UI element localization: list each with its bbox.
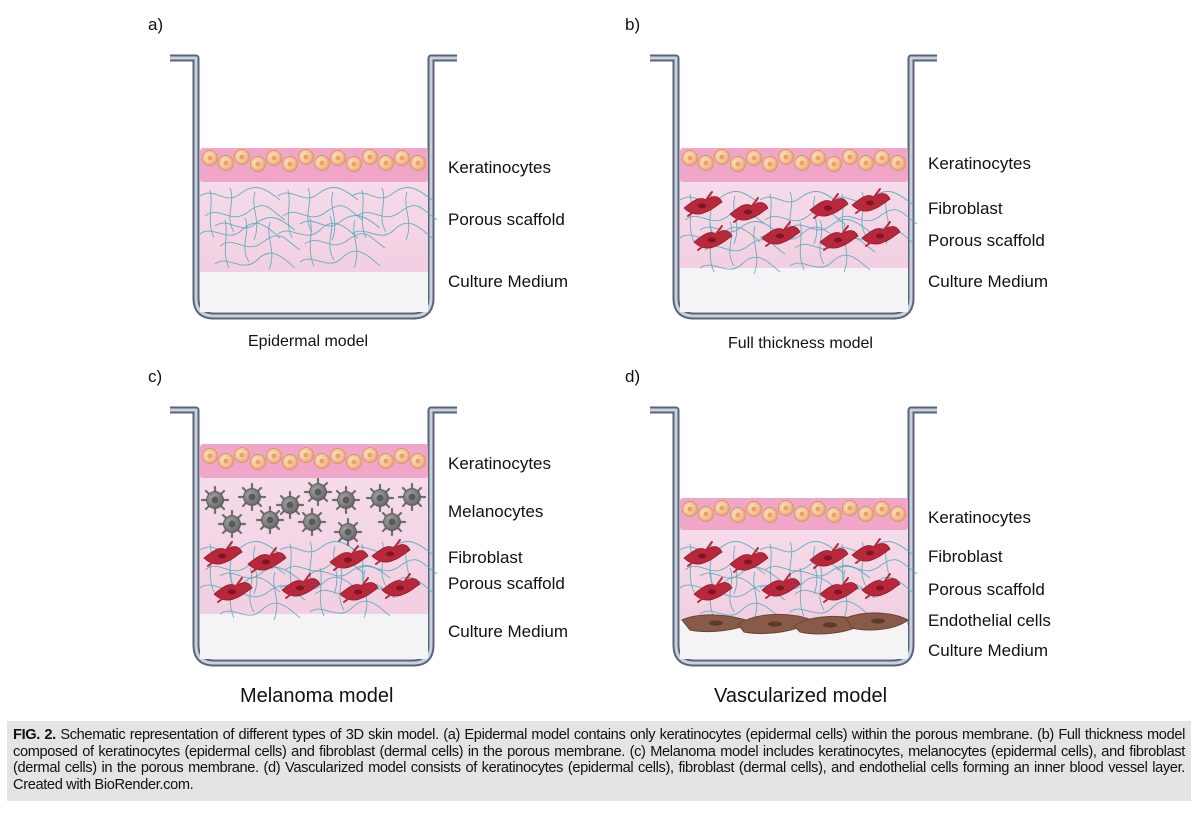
panel-b-letter: b) <box>625 15 641 34</box>
label-b-fibroblast: Fibroblast <box>928 199 1003 218</box>
title-full-thickness-model: Full thickness model <box>728 335 873 352</box>
caption-fig-label: FIG. 2. <box>13 727 56 743</box>
skin-model-diagram <box>170 54 937 667</box>
label-d-endothelial-cells: Endothelial cells <box>928 611 1051 630</box>
panel-d-letter: d) <box>625 367 641 386</box>
well-vascularized <box>650 406 937 667</box>
label-c-culture-medium: Culture Medium <box>448 622 568 641</box>
panel-c-letter: c) <box>148 367 163 386</box>
label-c-porous-scaffold: Porous scaffold <box>448 574 565 593</box>
title-melanoma-model: Melanoma model <box>240 685 394 707</box>
title-vascularized-model: Vascularized model <box>714 685 888 707</box>
label-a-porous-scaffold: Porous scaffold <box>448 210 565 229</box>
well-melanoma <box>170 406 457 667</box>
panel-a-letter: a) <box>148 15 164 34</box>
label-d-fibroblast: Fibroblast <box>928 547 1003 566</box>
well-epidermal <box>170 54 457 320</box>
label-b-keratinocytes: Keratinocytes <box>928 154 1031 173</box>
well-full-thickness <box>650 54 937 320</box>
label-d-keratinocytes: Keratinocytes <box>928 508 1031 527</box>
title-epidermal-model: Epidermal model <box>248 333 369 350</box>
label-c-melanocytes: Melanocytes <box>448 502 544 521</box>
label-d-porous-scaffold: Porous scaffold <box>928 580 1045 599</box>
label-b-porous-scaffold: Porous scaffold <box>928 231 1045 250</box>
caption-text: Schematic representation of different ty… <box>13 727 1185 794</box>
figure-caption: FIG. 2. Schematic representation of diff… <box>7 721 1191 801</box>
label-d-culture-medium: Culture Medium <box>928 641 1048 660</box>
label-a-culture-medium: Culture Medium <box>448 272 568 291</box>
label-c-fibroblast: Fibroblast <box>448 548 523 567</box>
label-c-keratinocytes: Keratinocytes <box>448 454 551 473</box>
label-b-culture-medium: Culture Medium <box>928 272 1048 291</box>
label-a-keratinocytes: Keratinocytes <box>448 158 551 177</box>
